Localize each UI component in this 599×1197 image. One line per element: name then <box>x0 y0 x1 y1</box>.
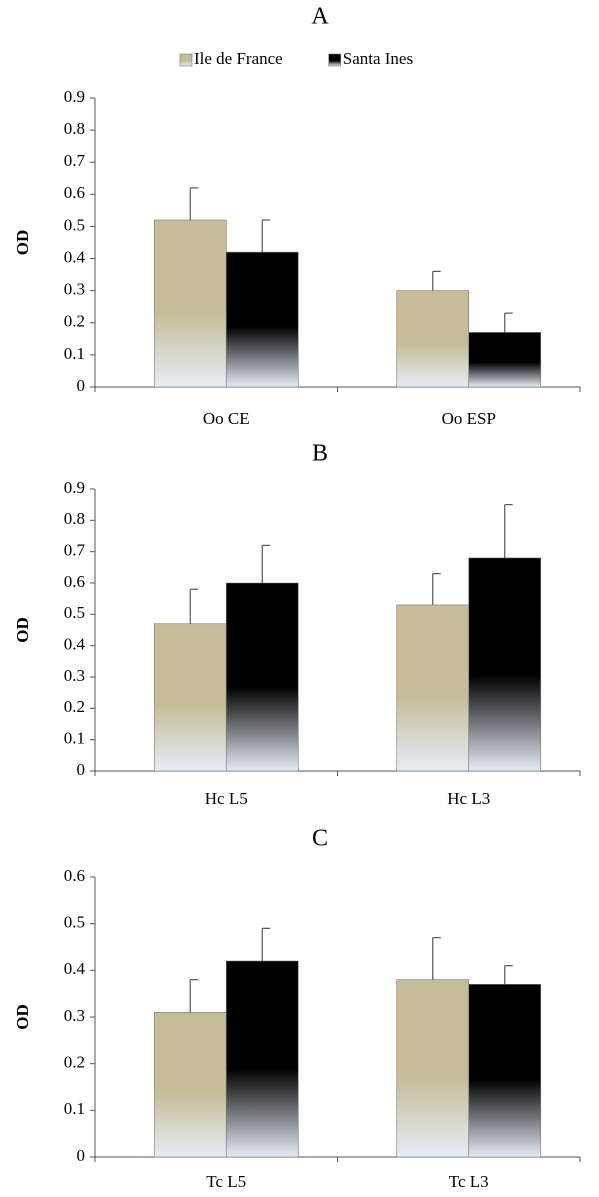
y-tick-label: 0.2 <box>64 312 85 331</box>
y-tick-label: 0.5 <box>64 215 85 234</box>
x-tick-label: Hc L3 <box>447 789 490 808</box>
y-tick-label: 0.9 <box>64 478 85 497</box>
chart-title: B <box>312 441 328 467</box>
x-tick-label: Tc L5 <box>206 1172 246 1191</box>
error-bar <box>189 979 199 1013</box>
error-bar <box>504 312 513 333</box>
bar <box>396 290 470 388</box>
y-tick-label: 0.6 <box>64 866 85 885</box>
error-bar <box>504 965 513 985</box>
error-bar <box>504 504 513 558</box>
y-tick-label: 0.9 <box>64 87 85 106</box>
y-tick-label: 0.8 <box>64 509 85 528</box>
x-tick-label: Hc L5 <box>205 789 248 808</box>
bar <box>468 332 542 388</box>
y-tick-label: 0.6 <box>64 572 85 591</box>
y-tick-label: 0.4 <box>64 959 86 978</box>
y-tick-label: 0.3 <box>64 666 85 685</box>
bar <box>153 623 227 772</box>
bar <box>468 984 542 1158</box>
bar <box>396 604 470 772</box>
error-bar <box>261 927 271 961</box>
y-tick-label: 0.2 <box>64 1053 85 1072</box>
y-tick-label: 0.1 <box>64 1099 85 1118</box>
bar <box>225 582 299 772</box>
y-tick-label: 0.8 <box>64 119 85 138</box>
error-bar <box>432 270 441 291</box>
legend-label: Santa Ines <box>343 49 413 68</box>
x-tick-label: Oo CE <box>203 409 250 428</box>
y-tick-label: 0.6 <box>64 183 85 202</box>
bar <box>396 979 470 1158</box>
bar <box>468 557 542 772</box>
y-tick-label: 0.4 <box>64 247 86 266</box>
y-tick-label: 0.3 <box>64 1006 85 1025</box>
x-tick-label: Tc L3 <box>449 1172 489 1191</box>
x-tick-label: Oo ESP <box>442 409 496 428</box>
y-tick-label: 0.3 <box>64 280 85 299</box>
y-tick-label: 0.4 <box>64 635 86 654</box>
y-tick-label: 0.5 <box>64 603 85 622</box>
y-axis-label: OD <box>13 230 32 256</box>
error-bar <box>261 219 271 253</box>
y-tick-label: 0 <box>77 376 86 395</box>
error-bar <box>432 937 441 980</box>
y-tick-label: 0 <box>77 760 86 779</box>
y-axis-label: OD <box>13 1004 32 1030</box>
legend-label: Ile de France <box>194 49 283 68</box>
error-bar <box>432 572 441 605</box>
error-bar <box>189 187 199 221</box>
bar <box>225 251 299 388</box>
legend-swatch <box>179 53 193 67</box>
y-axis-label: OD <box>13 617 32 643</box>
y-tick-label: 0.7 <box>64 541 86 560</box>
legend-swatch <box>328 53 342 67</box>
bar <box>225 960 299 1158</box>
y-tick-label: 0.2 <box>64 697 85 716</box>
y-tick-label: 0 <box>77 1146 86 1165</box>
y-tick-label: 0.1 <box>64 344 85 363</box>
bar <box>153 219 227 388</box>
y-tick-label: 0.1 <box>64 729 85 748</box>
y-tick-label: 0.5 <box>64 913 85 932</box>
error-bar <box>189 588 199 624</box>
chart-title: A <box>311 4 329 30</box>
bar <box>153 1012 227 1158</box>
y-tick-label: 0.7 <box>64 151 86 170</box>
chart-title: C <box>312 826 328 852</box>
error-bar <box>261 544 271 583</box>
